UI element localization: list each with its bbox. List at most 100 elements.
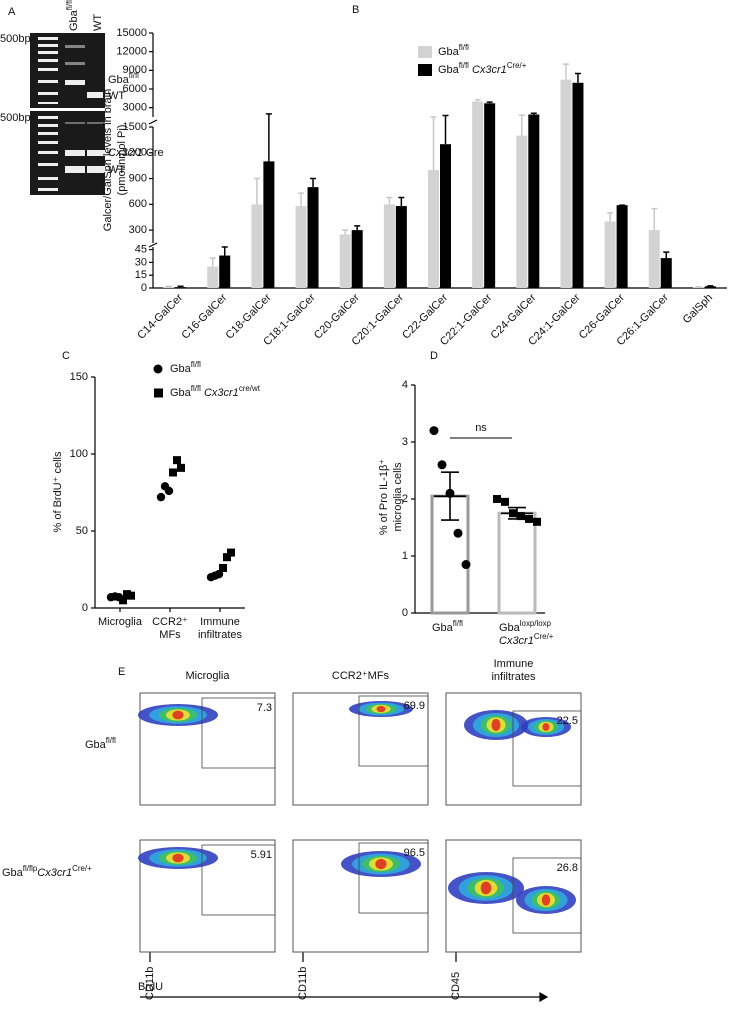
bar <box>560 80 571 288</box>
error-bar <box>607 213 613 222</box>
bar <box>340 234 351 288</box>
error-bar <box>531 113 537 114</box>
text-line: Immune <box>494 658 534 670</box>
text-run: fl/fl <box>65 0 74 10</box>
text-run: Gba <box>85 739 107 751</box>
bar <box>649 230 660 288</box>
text-line: Microglia <box>98 616 143 628</box>
dot <box>430 426 439 435</box>
bar <box>617 205 628 288</box>
dot <box>127 592 135 600</box>
dot <box>517 512 525 520</box>
y-tick-label: 30 <box>135 256 147 268</box>
row-label: Gbafl/fl <box>85 736 116 751</box>
lane-label: Gbafl/fl <box>65 0 80 31</box>
text-run: fl/fl <box>459 43 469 52</box>
ladder-label: 500bp <box>0 112 31 124</box>
x-tick-label: CCR2⁺MFs <box>152 616 188 641</box>
panel-letter: A <box>8 6 16 18</box>
error-bar <box>663 252 669 258</box>
y-tick-label: 15 <box>135 269 147 281</box>
y-tick-label: 1500 <box>123 121 147 133</box>
gate-value: 5.91 <box>251 849 272 861</box>
error-bar <box>354 226 360 230</box>
text-line: CCR2⁺ <box>152 616 188 628</box>
error-bar <box>210 258 216 267</box>
legend-label: Gbafl/fl <box>170 360 201 375</box>
x-tick-label: C16-GalCer <box>179 291 229 341</box>
x-axis-label: BrdU <box>138 981 163 993</box>
bar <box>175 287 186 288</box>
bar <box>396 206 407 288</box>
flow-plot <box>446 693 581 805</box>
density <box>492 719 501 731</box>
y-tick-label: 1200 <box>123 147 147 159</box>
bar <box>572 83 583 288</box>
error-bar <box>254 179 260 205</box>
y-tick-label: 15000 <box>116 27 147 39</box>
text-run: Cre/+ <box>534 632 554 641</box>
error-bar <box>298 193 304 206</box>
error-bar <box>519 115 525 135</box>
density <box>377 706 386 712</box>
text-run: Cx3cr1 <box>469 64 507 76</box>
x-tick-label: Microglia <box>98 616 143 628</box>
gate-value: 26.8 <box>557 862 578 874</box>
legend-swatch <box>418 64 432 76</box>
column-title: CCR2⁺MFs <box>332 670 390 682</box>
text-run: Cx3cr1 <box>37 867 72 879</box>
panel-letter: B <box>352 4 359 16</box>
density <box>543 723 550 731</box>
panel-letter: C <box>62 350 70 362</box>
gate-value: 69.9 <box>404 700 425 712</box>
text-run: Gba <box>68 9 80 31</box>
error-bar <box>487 102 493 103</box>
bar <box>605 222 616 288</box>
y-tick-label: 900 <box>129 172 147 184</box>
y-tick-label: 300 <box>129 224 147 236</box>
error-bar <box>166 286 172 287</box>
text-run: Gba <box>499 622 521 634</box>
y-tick-label: 100 <box>70 448 88 460</box>
x-tick-label: C14-GalCer <box>135 291 185 341</box>
text-run: Gba <box>170 387 192 399</box>
density <box>172 711 183 720</box>
text-run: fl/flp <box>23 864 38 873</box>
text-run: Cre/+ <box>72 864 92 873</box>
bar <box>263 161 274 288</box>
gate-value: 96.5 <box>404 847 425 859</box>
error-bar <box>342 230 348 234</box>
bar <box>308 187 319 288</box>
density <box>542 894 550 905</box>
density <box>172 854 183 863</box>
text-line: Gbafl/fl <box>432 619 463 634</box>
error-bar <box>386 197 392 204</box>
gate-value: 22.5 <box>557 715 578 727</box>
text-run: Gba <box>438 64 460 76</box>
gel <box>30 33 105 195</box>
y-tick-label: 3 <box>402 436 408 448</box>
dot <box>446 489 455 498</box>
text-run: Cx3cr1 <box>499 635 534 647</box>
dot <box>525 515 533 523</box>
bar <box>516 136 527 288</box>
y-tick-label: 0 <box>141 282 147 294</box>
text-run: Gba <box>170 363 192 375</box>
text-run: Cre/+ <box>507 61 527 70</box>
x-tick-label: GalSph <box>681 292 715 326</box>
y-tick-label: 45 <box>135 243 147 255</box>
y-tick-label: 1 <box>402 550 408 562</box>
legend-label: Gbafl/fl Cx3cr1cre/wt <box>170 384 261 399</box>
text-run: Cx3cr1 <box>201 387 239 399</box>
y-axis-label: % of Pro IL-1β⁺microglia cells <box>378 459 404 536</box>
legend-label: Gbafl/fl <box>438 43 469 58</box>
dot <box>165 487 173 495</box>
column-title: Microglia <box>185 670 230 682</box>
legend-label: Gbafl/fl Cx3cr1Cre/+ <box>438 61 527 76</box>
density <box>375 859 386 869</box>
dot <box>173 456 181 464</box>
ladder-label: 500bp <box>0 33 31 45</box>
dot <box>533 518 541 526</box>
